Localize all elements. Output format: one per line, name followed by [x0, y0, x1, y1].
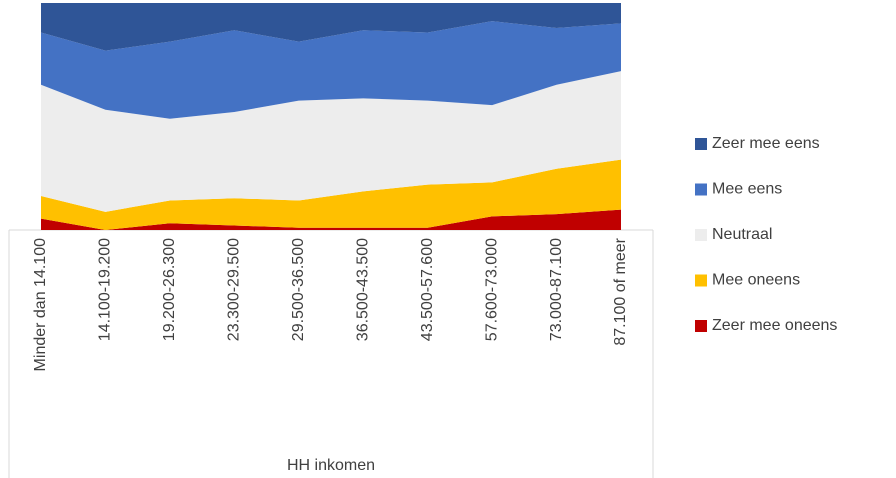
x-tick-label: 73.000-87.100 — [548, 238, 565, 341]
x-tick-label: 36.500-43.500 — [354, 238, 371, 341]
legend-label: Neutraal — [712, 226, 772, 243]
area — [41, 21, 621, 119]
legend-label: Mee eens — [712, 181, 782, 198]
legend-swatch — [695, 229, 707, 241]
legend-swatch — [695, 183, 707, 196]
x-tick-label: Minder dan 14.100 — [32, 238, 49, 372]
area — [41, 159, 621, 230]
legend-swatch — [695, 320, 707, 332]
area — [41, 3, 621, 51]
legend-label: Zeer mee eens — [712, 135, 820, 152]
legend-label: Mee oneens — [712, 272, 800, 289]
legend-label: Zeer mee oneens — [712, 317, 837, 334]
x-tick-label: 29.500-36.500 — [290, 238, 307, 341]
x-tick-label: 23.300-29.500 — [226, 238, 243, 341]
x-tick-label: 19.200-26.300 — [161, 238, 178, 341]
x-tick-label: 57.600-73.000 — [483, 238, 500, 341]
legend-swatch — [695, 274, 707, 287]
x-tick-label: 14.100-19.200 — [97, 238, 114, 341]
x-tick-label: 43.500-57.600 — [419, 238, 436, 341]
area — [41, 209, 621, 230]
area — [41, 71, 621, 212]
x-tick-label: 87.100 of meer — [612, 237, 629, 345]
x-axis-title: HH inkomen — [287, 457, 375, 474]
legend-swatch — [695, 138, 707, 150]
